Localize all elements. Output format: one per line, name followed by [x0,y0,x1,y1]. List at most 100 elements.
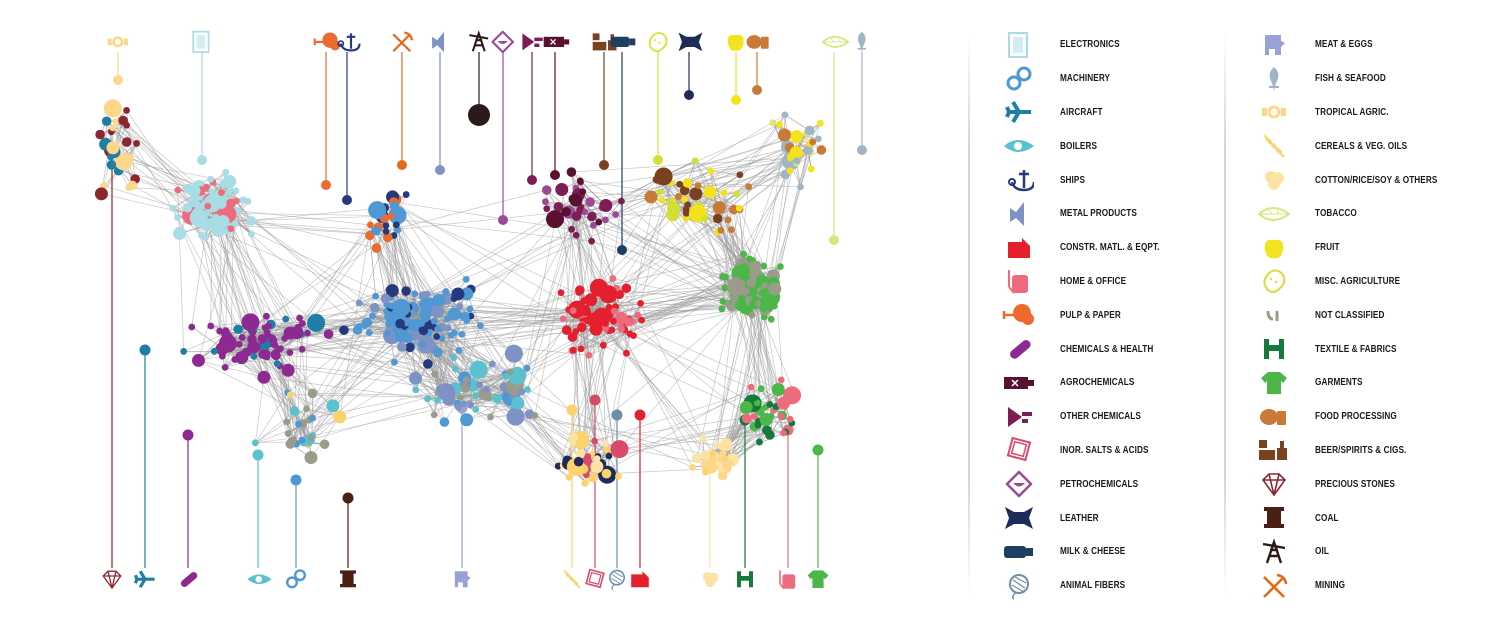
product-node [780,429,787,437]
product-node [634,311,642,319]
legend-label: MACHINERY [1060,73,1111,85]
legend-item-not-classified: NOT CLASSIFIED [1255,298,1485,332]
product-node [553,201,564,212]
product-node [504,344,523,363]
product-node [735,204,743,212]
product-node [759,302,769,313]
product-node [777,413,785,420]
product-node [403,333,413,343]
network-edge [211,191,388,317]
product-node [207,322,215,330]
product-node [476,322,484,330]
network-edge [576,199,622,202]
product-node [618,325,625,333]
pin-node [342,195,352,205]
pin-node [197,155,207,165]
legend-item-animal-fibers: ANIMAL FIBERS [1000,569,1230,603]
network-edge [376,247,390,290]
home-office-icon [1000,267,1038,295]
legend-label: INOR. SALTS & ACIDS [1060,444,1149,456]
product-node [726,459,734,467]
product-node [221,363,229,371]
product-node [271,341,279,349]
product-node [700,450,711,461]
network-edge [212,223,395,236]
legend-label: AIRCRAFT [1060,106,1103,118]
tropical-agric-icon [1255,98,1293,126]
product-node [679,185,690,196]
product-node [719,273,726,280]
product-node [298,345,306,353]
product-node [387,212,395,220]
legend-item-tropical-agric: TROPICAL AGRIC. [1255,96,1485,130]
category-pins [102,30,867,591]
network-edge [709,310,749,465]
network-edge [619,388,762,450]
network-edge [289,393,313,445]
product-node [766,401,774,408]
legend-label: HOME & OFFICE [1060,275,1127,287]
product-node [555,183,569,197]
product-node [305,439,313,447]
product-node [793,157,801,165]
product-node [437,383,456,402]
product-node [447,307,461,321]
network-edge [697,134,785,186]
network-edge [293,403,464,441]
product-node [257,370,271,384]
product-space-network [94,30,867,591]
product-node [418,291,429,301]
product-node [323,329,334,340]
product-node [485,394,493,402]
product-node [719,437,733,451]
misc-agriculture-icon [648,32,668,53]
product-node [724,216,732,224]
product-node [395,318,405,329]
product-node [273,360,281,368]
product-node [666,198,674,206]
product-node [451,287,465,301]
product-node [191,353,205,367]
product-node [482,385,490,393]
network-edge [526,229,572,369]
product-node [432,293,446,307]
network-edge [579,329,626,441]
legend-label: OIL [1315,546,1329,558]
tropical-agric-icon [107,36,128,48]
ships-icon [337,33,361,52]
product-node [405,342,415,353]
product-node [371,243,382,253]
network-edge [126,110,136,180]
product-node [371,225,381,236]
pin-node [182,429,194,441]
product-node [807,165,815,173]
product-node [462,275,470,283]
product-node [691,453,702,464]
product-node [466,305,474,313]
product-node [609,275,617,282]
product-node [434,396,441,404]
product-node [263,349,271,357]
pin-node [617,245,627,255]
legend-item-metal-products: METAL PRODUCTS [1000,197,1230,231]
product-node [289,436,297,444]
network-edge [293,405,334,440]
product-node [745,183,753,191]
product-node [502,373,510,380]
pin-node [468,104,490,126]
product-node [595,218,603,226]
pin-node [589,394,601,406]
product-node [611,307,618,315]
product-node [531,412,539,419]
product-node [447,331,455,339]
network-edge [201,234,291,334]
product-node [524,386,531,393]
pin-node [113,75,123,85]
product-node [750,394,758,402]
product-node [543,205,551,213]
coal-icon [340,570,356,588]
oil-icon [469,30,489,52]
product-node [402,191,410,198]
product-node [198,231,205,239]
legend-item-misc-agriculture: MISC. AGRICULTURE [1255,265,1485,299]
